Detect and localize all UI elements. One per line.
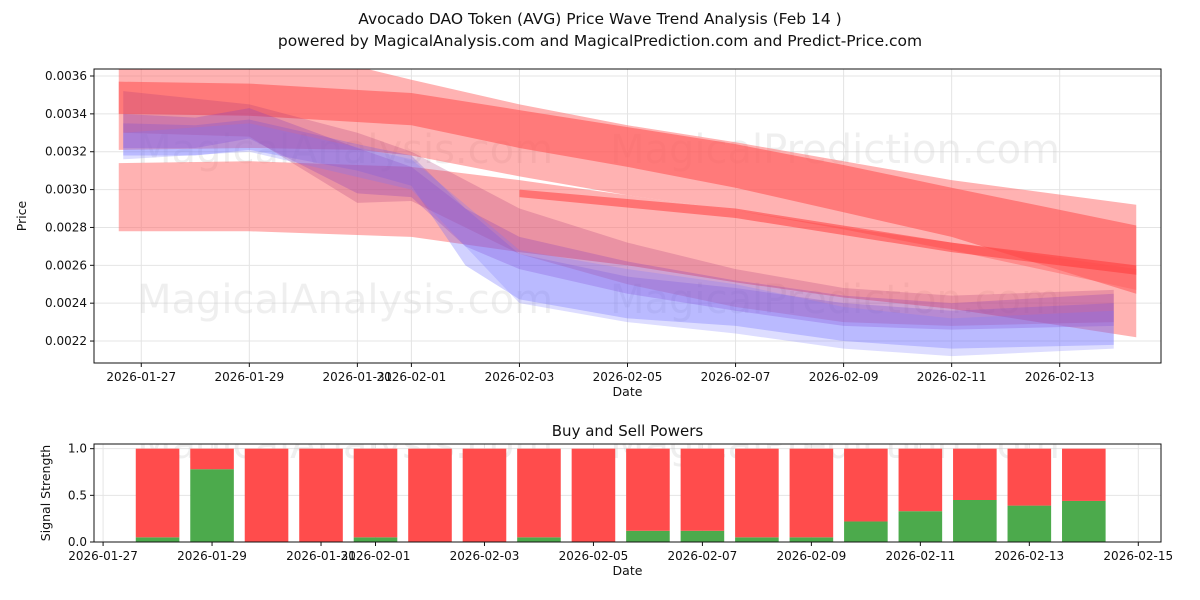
sell-bar	[1007, 448, 1052, 506]
sell-bar	[571, 448, 616, 542]
y-tick-label: 1.0	[68, 442, 87, 456]
sell-bar	[462, 448, 507, 542]
buy-bar	[353, 537, 398, 542]
wave-band-5	[123, 108, 1114, 330]
x-tick-label: 2026-02-09	[777, 549, 847, 563]
x-tick-label: 2026-02-09	[809, 370, 879, 384]
x-tick-label: 2026-02-01	[341, 549, 411, 563]
plot-area: MagicalAnalysis.com MagicalPrediction.com…	[94, 69, 1161, 363]
sell-bar	[898, 448, 943, 512]
buy-bar	[517, 537, 561, 542]
x-axis-label: Date	[613, 384, 643, 399]
x-tick-label: 2026-01-27	[106, 370, 176, 384]
x-tick-label: 2026-02-13	[1025, 370, 1095, 384]
buy-bar	[1062, 500, 1106, 542]
sell-bar	[190, 448, 234, 470]
x-tick-label: 2026-02-07	[701, 370, 771, 384]
sell-bar	[244, 448, 289, 542]
y-tick-label: 0.0022	[45, 334, 87, 348]
buy-bar	[789, 537, 834, 542]
plot-area: MagicalAnalysis.com MagicalPrediction.com	[94, 444, 1161, 542]
sell-bar	[953, 448, 997, 500]
watermark: MagicalAnalysis.com	[137, 277, 553, 323]
y-tick-label: 0.0030	[45, 183, 87, 197]
x-tick-label: 2026-02-11	[917, 370, 987, 384]
buy-bar	[1007, 505, 1052, 542]
sell-bar	[299, 448, 343, 542]
y-tick-label: 0.0028	[45, 220, 87, 234]
y-tick-label: 0.0032	[45, 145, 87, 159]
panel-title: Buy and Sell Powers	[552, 422, 704, 440]
buy-bar	[190, 469, 234, 542]
sell-bar	[353, 448, 398, 538]
x-tick-label: 2026-02-13	[994, 549, 1064, 563]
sell-bar	[626, 448, 670, 531]
buy-bar	[844, 521, 888, 542]
y-axis-label: Price	[14, 200, 29, 231]
sell-bar	[680, 448, 725, 531]
y-tick-label: 0.0036	[45, 69, 87, 83]
buy-bar	[953, 500, 997, 542]
x-tick-label: 2026-02-03	[450, 549, 520, 563]
x-tick-label: 2026-02-07	[668, 549, 738, 563]
x-tick-label: 2026-02-11	[885, 549, 955, 563]
x-tick-label: 2026-01-31	[286, 549, 356, 563]
y-tick-label: 0.5	[68, 488, 87, 502]
x-tick-label: 2026-02-05	[559, 549, 629, 563]
y-axis-label: Signal Strength	[38, 445, 53, 541]
buy-bar	[135, 537, 180, 542]
sell-bar	[135, 448, 180, 538]
buy-bar	[626, 530, 670, 542]
x-tick-label: 2026-01-31	[322, 370, 392, 384]
wave-band-4	[123, 119, 1114, 349]
buy-bar	[898, 511, 943, 542]
buy-bar	[735, 537, 779, 542]
x-tick-label: 2026-02-01	[377, 370, 447, 384]
y-tick-label: 0.0026	[45, 258, 87, 272]
x-tick-label: 2026-02-05	[593, 370, 663, 384]
wave-band-1	[118, 81, 1137, 294]
wave-band-2	[118, 161, 1137, 338]
y-tick-label: 0.0034	[45, 107, 87, 121]
sell-bar	[1062, 448, 1106, 501]
x-tick-label: 2026-02-03	[485, 370, 555, 384]
plot-frame	[93, 443, 1162, 543]
y-tick-label: 0.0	[68, 535, 87, 549]
sell-bar	[517, 448, 561, 538]
chart-title: Avocado DAO Token (AVG) Price Wave Trend…	[358, 10, 842, 28]
buy-bar	[680, 530, 725, 542]
sell-bar	[408, 448, 452, 542]
y-tick-label: 0.0024	[45, 296, 87, 310]
x-axis-label: Date	[613, 563, 643, 578]
chart-subtitle: powered by MagicalAnalysis.com and Magic…	[277, 32, 923, 50]
sell-bar	[844, 448, 888, 522]
x-tick-label: 2026-01-27	[68, 549, 138, 563]
x-tick-label: 2026-02-15	[1103, 549, 1173, 563]
x-tick-label: 2026-01-29	[214, 370, 284, 384]
wave-band-3	[519, 189, 1137, 275]
x-tick-label: 2026-01-29	[177, 549, 247, 563]
wave-band-6	[123, 91, 1114, 326]
wave-band-7	[123, 123, 1114, 357]
sell-bar	[789, 448, 834, 538]
sell-bar	[735, 448, 779, 538]
